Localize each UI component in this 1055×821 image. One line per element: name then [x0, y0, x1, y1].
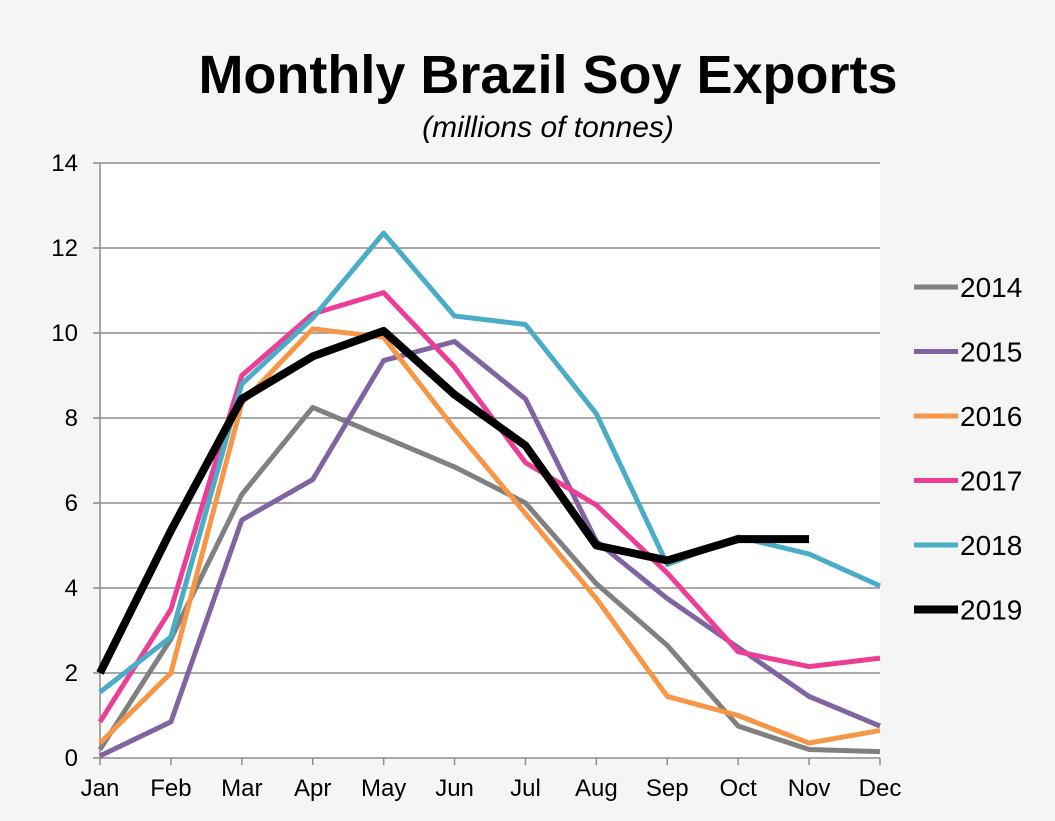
- y-tick-label: 4: [65, 575, 78, 602]
- x-tick-label: Apr: [294, 775, 331, 802]
- legend-label-2017: 2017: [960, 466, 1022, 497]
- gridlines: [100, 162, 880, 759]
- x-tick-label: Feb: [150, 775, 191, 802]
- series-line-2016: [98, 326, 881, 746]
- y-tick-label: 14: [51, 150, 78, 177]
- legend-label-2016: 2016: [960, 401, 1022, 432]
- x-tick-label: Sep: [646, 775, 689, 802]
- y-tick-label: 12: [51, 235, 78, 262]
- chart-subtitle: (millions of tonnes): [422, 111, 674, 144]
- legend-label-2014: 2014: [960, 272, 1022, 303]
- legend-label-2015: 2015: [960, 337, 1022, 368]
- x-tick-label: Aug: [575, 775, 618, 802]
- legend-label-2019: 2019: [960, 595, 1022, 626]
- x-tick-label: Dec: [859, 775, 902, 802]
- x-tick-label: Nov: [788, 775, 831, 802]
- y-tick-label: 2: [65, 660, 78, 687]
- y-axis-ticks: 0 2 4 6 8 10 12 14: [51, 150, 78, 772]
- x-axis-ticks: Jan Feb Mar Apr May Jun Jul Aug Sep Oct Nov Dec: [81, 775, 902, 802]
- series-lines: [96, 230, 882, 759]
- y-tick-label: 6: [65, 490, 78, 517]
- x-tick-label: Mar: [221, 775, 262, 802]
- x-tick-label: May: [361, 775, 406, 802]
- plot-area: [100, 163, 880, 758]
- y-tick-label: 0: [65, 745, 78, 772]
- x-tick-label: Jun: [435, 775, 474, 802]
- axes: [93, 162, 881, 765]
- y-tick-label: 8: [65, 405, 78, 432]
- y-tick-label: 10: [51, 320, 78, 347]
- legend: 2014 2015 2016 2017 2018 2019: [914, 272, 1022, 626]
- series-line-2019: [96, 326, 810, 675]
- series-line-2014: [97, 404, 881, 755]
- x-tick-label: Jul: [510, 775, 541, 802]
- chart-title: Monthly Brazil Soy Exports: [198, 45, 897, 105]
- legend-label-2018: 2018: [960, 530, 1022, 561]
- x-tick-label: Oct: [720, 775, 758, 802]
- x-tick-label: Jan: [81, 775, 120, 802]
